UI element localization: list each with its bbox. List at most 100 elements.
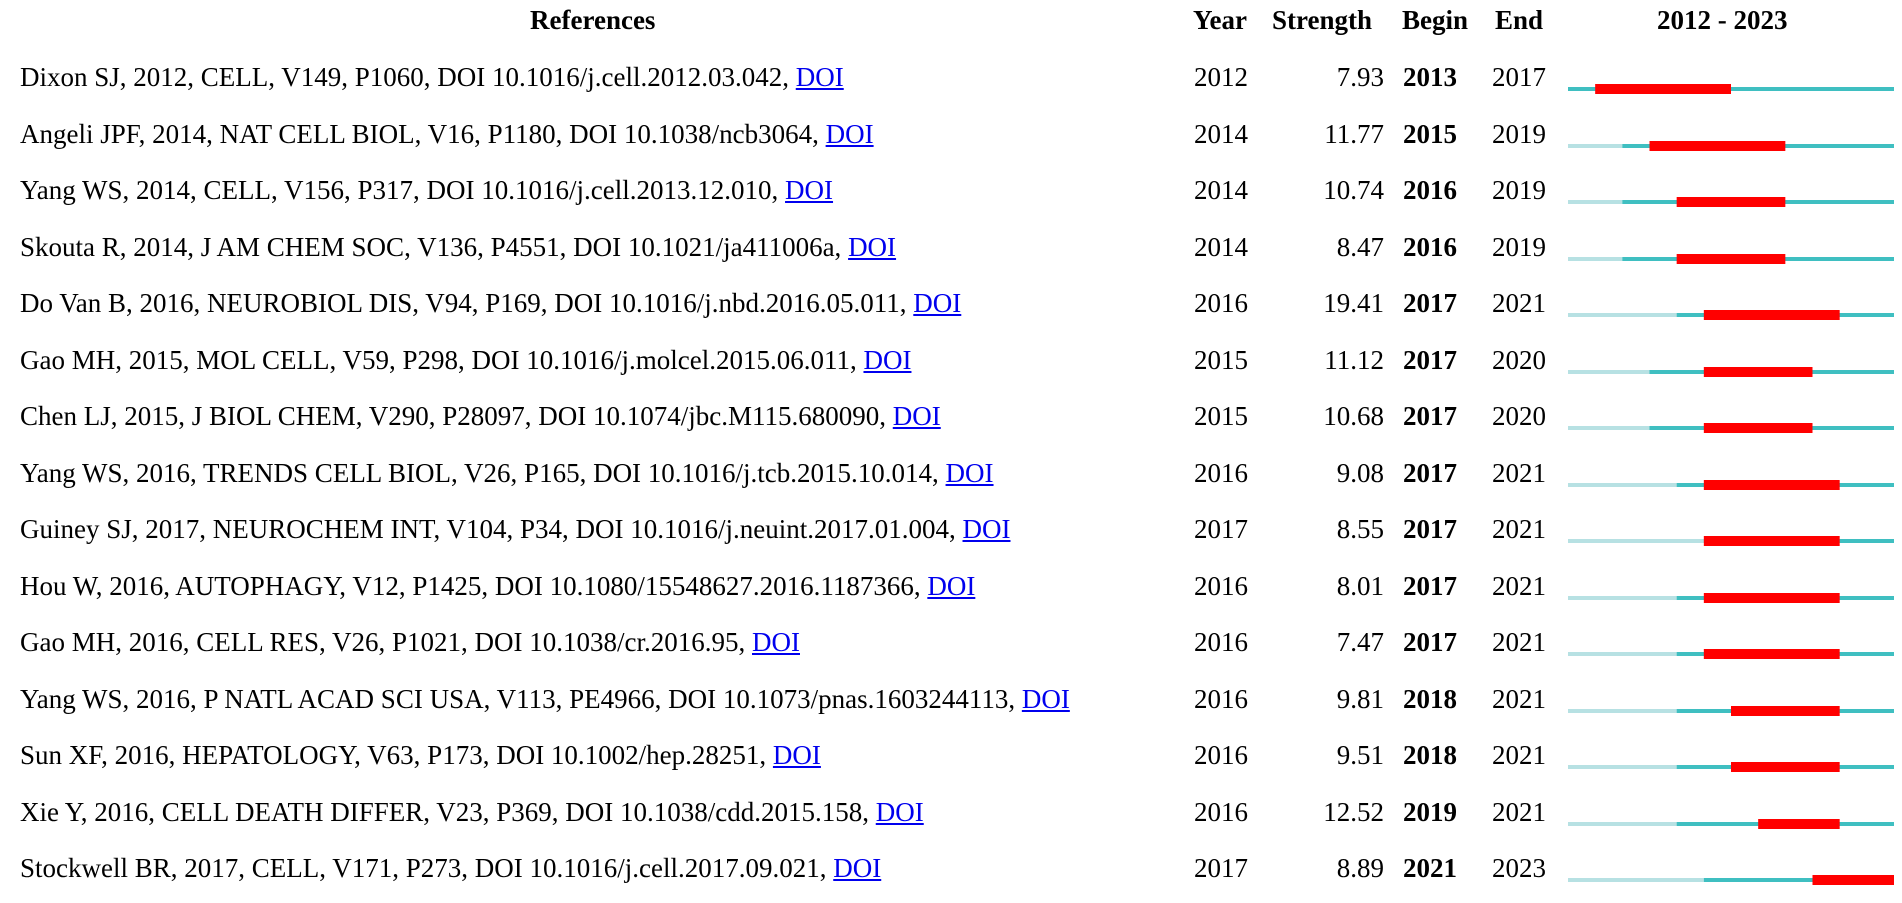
begin-cell: 2018 xyxy=(1403,740,1457,770)
reference-text: Yang WS, 2016, P NATL ACAD SCI USA, V113… xyxy=(20,683,1022,714)
post-publication-segment xyxy=(1703,878,1894,882)
header-year: Year xyxy=(1193,5,1247,35)
reference-cell: Guiney SJ, 2017, NEUROCHEM INT, V104, P3… xyxy=(20,508,1011,550)
doi-link[interactable]: DOI xyxy=(927,570,976,601)
burst-bar xyxy=(1703,479,1840,490)
doi-link[interactable]: DOI xyxy=(772,740,821,770)
end-cell: 2020 xyxy=(1492,344,1546,375)
reference-cell: Sun XF, 2016, HEPATOLOGY, V63, P173, DOI… xyxy=(20,734,821,776)
reference-text: Yang WS, 2016, TRENDS CELL BIOL, V26, P1… xyxy=(20,457,946,488)
pre-publication-segment xyxy=(1568,369,1650,374)
year-cell: 2016 xyxy=(1194,570,1248,601)
strength-cell: 8.01 xyxy=(1336,570,1384,601)
doi-link[interactable]: DOI xyxy=(892,401,941,431)
reference-cell: Chen LJ, 2015, J BIOL CHEM, V290, P28097… xyxy=(20,395,941,437)
doi-link[interactable]: DOI xyxy=(752,627,800,657)
burst-timeline xyxy=(1568,762,1894,772)
table-row: Stockwell BR, 2017, CELL, V171, P273, DO… xyxy=(0,847,1902,903)
begin-cell: 2017 xyxy=(1403,627,1457,657)
doi-link[interactable]: DOI xyxy=(875,796,924,827)
strength-cell: 8.47 xyxy=(1336,231,1384,262)
reference-cell: Yang WS, 2014, CELL, V156, P317, DOI 10.… xyxy=(20,169,833,211)
doi-link[interactable]: DOI xyxy=(785,175,834,205)
doi-link[interactable]: DOI xyxy=(825,118,874,149)
year-cell: 2017 xyxy=(1194,514,1248,544)
reference-cell: Skouta R, 2014, J AM CHEM SOC, V136, P45… xyxy=(20,226,896,268)
doi-link[interactable]: DOI xyxy=(945,457,994,488)
doi-link[interactable]: DOI xyxy=(833,853,882,883)
end-cell: 2021 xyxy=(1492,514,1546,544)
doi-link[interactable]: DOI xyxy=(848,231,897,262)
burst-timeline xyxy=(1568,818,1894,829)
table-row: Yang WS, 2016, P NATL ACAD SCI USA, V113… xyxy=(0,678,1902,734)
burst-timeline xyxy=(1568,705,1894,716)
end-cell: 2017 xyxy=(1492,62,1546,92)
reference-cell: Xie Y, 2016, CELL DEATH DIFFER, V23, P36… xyxy=(20,791,924,833)
strength-cell: 8.55 xyxy=(1336,514,1384,544)
year-cell: 2017 xyxy=(1194,853,1248,883)
end-cell: 2021 xyxy=(1492,627,1546,657)
year-cell: 2016 xyxy=(1194,627,1248,657)
reference-text: Dixon SJ, 2012, CELL, V149, P1060, DOI 1… xyxy=(20,62,796,92)
end-cell: 2023 xyxy=(1492,853,1546,883)
reference-cell: Gao MH, 2015, MOL CELL, V59, P298, DOI 1… xyxy=(20,339,911,381)
burst-timeline xyxy=(1568,140,1894,151)
reference-cell: Gao MH, 2016, CELL RES, V26, P1021, DOI … xyxy=(20,621,800,663)
burst-timeline xyxy=(1568,592,1894,603)
strength-cell: 11.12 xyxy=(1324,344,1384,375)
header-end: End xyxy=(1495,5,1544,35)
year-cell: 2015 xyxy=(1194,401,1248,431)
begin-cell: 2017 xyxy=(1403,457,1457,488)
year-cell: 2016 xyxy=(1194,288,1248,318)
year-cell: 2014 xyxy=(1194,231,1248,262)
burst-timeline xyxy=(1568,310,1894,320)
begin-cell: 2021 xyxy=(1403,853,1457,883)
year-cell: 2016 xyxy=(1194,457,1248,488)
burst-timeline xyxy=(1568,479,1894,490)
end-cell: 2021 xyxy=(1492,796,1546,827)
reference-text: Gao MH, 2015, MOL CELL, V59, P298, DOI 1… xyxy=(20,344,864,375)
burst-bar xyxy=(1731,762,1840,772)
doi-link[interactable]: DOI xyxy=(913,288,962,318)
reference-cell: Angeli JPF, 2014, NAT CELL BIOL, V16, P1… xyxy=(20,113,874,155)
begin-cell: 2017 xyxy=(1403,570,1457,601)
doi-link[interactable]: DOI xyxy=(863,344,912,375)
year-cell: 2016 xyxy=(1194,683,1248,714)
table-row: Do Van B, 2016, NEUROBIOL DIS, V94, P169… xyxy=(0,282,1902,338)
doi-link[interactable]: DOI xyxy=(962,514,1011,544)
year-cell: 2012 xyxy=(1194,62,1248,92)
burst-timeline xyxy=(1568,536,1894,546)
burst-bar xyxy=(1731,705,1840,716)
strength-cell: 8.89 xyxy=(1336,853,1384,883)
year-cell: 2015 xyxy=(1194,344,1248,375)
pre-publication-segment xyxy=(1568,539,1704,543)
begin-cell: 2016 xyxy=(1403,175,1457,205)
begin-cell: 2018 xyxy=(1403,683,1457,714)
header-strength: Strength xyxy=(1272,5,1373,35)
strength-cell: 7.93 xyxy=(1336,62,1384,92)
burst-bar xyxy=(1676,253,1786,264)
strength-cell: 11.77 xyxy=(1324,118,1384,149)
burst-bar xyxy=(1649,140,1786,151)
begin-cell: 2016 xyxy=(1403,231,1457,262)
burst-timeline xyxy=(1568,253,1894,264)
end-cell: 2021 xyxy=(1492,288,1546,318)
pre-publication-segment xyxy=(1568,765,1677,769)
reference-text: Chen LJ, 2015, J BIOL CHEM, V290, P28097… xyxy=(20,401,893,431)
doi-link[interactable]: DOI xyxy=(795,62,844,92)
header-references: References xyxy=(530,5,656,35)
table-row: Gao MH, 2016, CELL RES, V26, P1021, DOI … xyxy=(0,621,1902,677)
strength-cell: 12.52 xyxy=(1323,796,1384,827)
doi-link[interactable]: DOI xyxy=(1021,683,1070,714)
strength-cell: 9.81 xyxy=(1336,683,1384,714)
pre-publication-segment xyxy=(1568,143,1623,148)
reference-text: Guiney SJ, 2017, NEUROCHEM INT, V104, P3… xyxy=(20,514,963,544)
burst-bar xyxy=(1703,592,1840,603)
begin-cell: 2019 xyxy=(1403,796,1457,827)
table-row: Angeli JPF, 2014, NAT CELL BIOL, V16, P1… xyxy=(0,113,1902,169)
burst-bar xyxy=(1595,84,1731,94)
reference-cell: Yang WS, 2016, P NATL ACAD SCI USA, V113… xyxy=(20,678,1070,720)
header-begin: Begin xyxy=(1402,5,1469,35)
reference-text: Stockwell BR, 2017, CELL, V171, P273, DO… xyxy=(20,853,834,883)
reference-text: Xie Y, 2016, CELL DEATH DIFFER, V23, P36… xyxy=(20,796,876,827)
